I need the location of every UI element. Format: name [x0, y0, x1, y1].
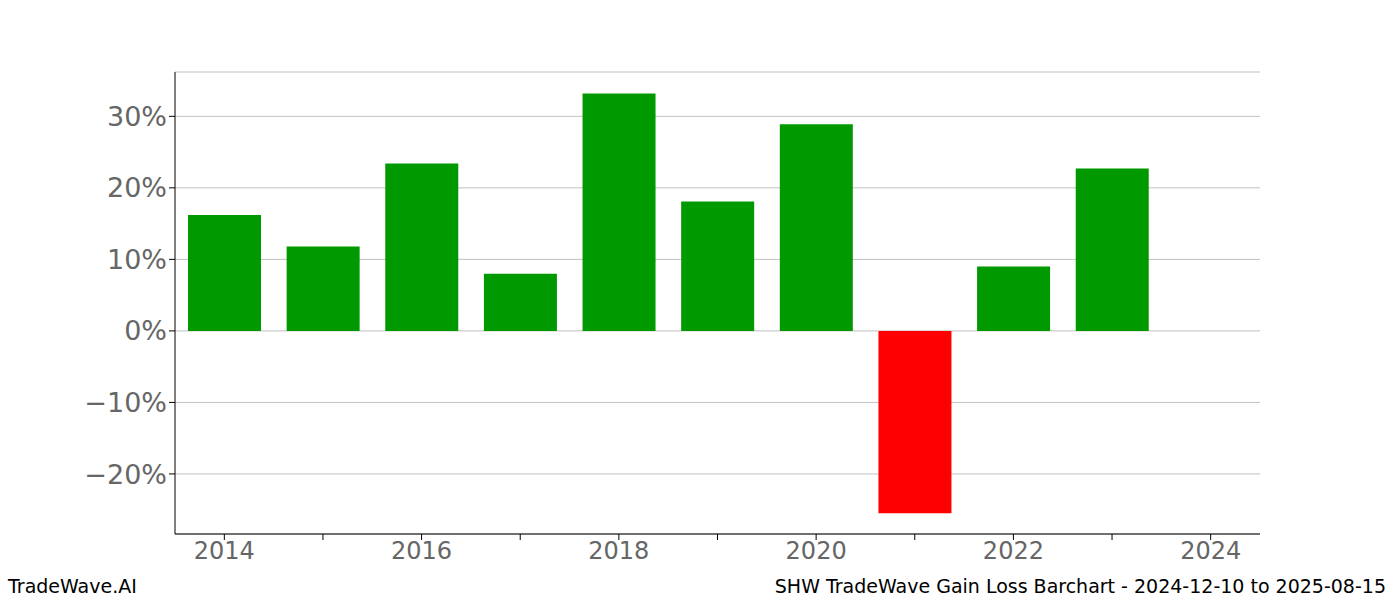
svg-text:2020: 2020: [786, 537, 847, 565]
svg-text:2022: 2022: [983, 537, 1044, 565]
svg-text:10%: 10%: [107, 244, 167, 275]
html-text:SHW TradeWave Gain Loss Barcha: SHW TradeWave Gain Loss Barchart - 2024-…: [774, 575, 1386, 597]
svg-text:0%: 0%: [124, 315, 167, 346]
svg-text:30%: 30%: [107, 101, 167, 132]
svg-text:20%: 20%: [107, 172, 167, 203]
svg-text:2024: 2024: [1180, 537, 1241, 565]
svg-text:2014: 2014: [194, 537, 255, 565]
svg-text:−20%: −20%: [84, 459, 167, 490]
svg-text:−10%: −10%: [84, 387, 167, 418]
html-text:TradeWave.AI: TradeWave.AI: [8, 575, 137, 597]
svg-text:2016: 2016: [391, 537, 452, 565]
svg-text:2018: 2018: [588, 537, 649, 565]
